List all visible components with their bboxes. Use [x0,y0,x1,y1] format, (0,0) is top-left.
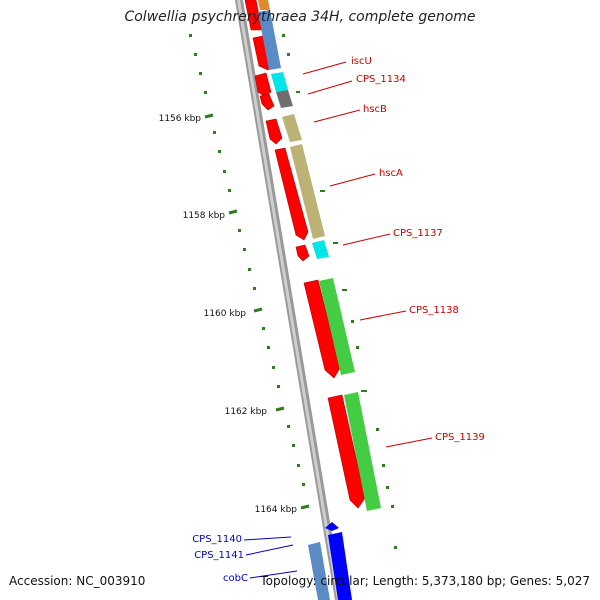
gene-label: CPS_1138 [409,305,459,316]
tick-track [189,34,305,486]
reverse-strand-genes [258,0,381,600]
forward-strand-genes [244,0,366,509]
gene-label: CPS_1134 [356,74,406,85]
gene-label: cobC [223,573,248,584]
gene-label: CPS_1139 [435,432,485,443]
scale-label: 1158 kbp [183,211,226,221]
tick-track-right [282,34,397,549]
scale-labels: 1156 kbp 1158 kbp 1160 kbp 1162 kbp 1164… [159,114,298,515]
genome-backbone [235,0,343,600]
accession-label: Accession: NC_003910 [9,574,146,588]
major-ticks [204,113,310,510]
gene-label: iscU [351,56,372,67]
gene-label: hscB [363,104,387,115]
gene-label: CPS_1140 [192,534,242,545]
genome-summary: Topology: circular; Length: 5,373,180 bp… [260,574,590,588]
gene-label: CPS_1141 [194,550,244,561]
map-title: Colwellia psychrerythraea 34H, complete … [124,9,476,25]
label-connectors [243,61,433,579]
scale-label: 1162 kbp [225,407,268,417]
scale-label: 1160 kbp [204,309,247,319]
gene-labels: iscU CPS_1134 hscB hscA CPS_1137 CPS_113… [192,56,485,584]
gene-label: hscA [379,168,403,179]
gene-label: CPS_1137 [393,228,443,239]
scale-label: 1164 kbp [255,505,298,515]
scale-label: 1156 kbp [159,114,202,124]
